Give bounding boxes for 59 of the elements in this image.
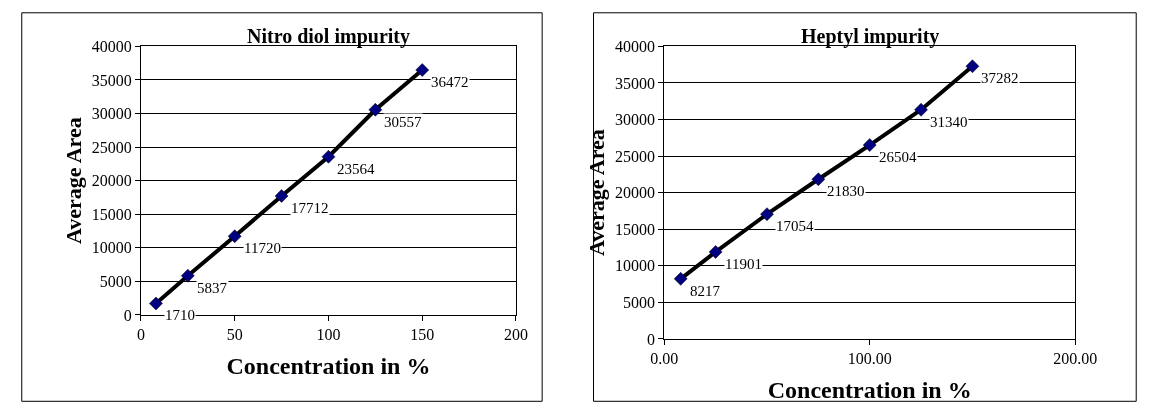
x-tick-label: 50 [226, 326, 243, 344]
data-label: 21830 [827, 183, 865, 199]
x-tick-label: 150 [410, 326, 435, 344]
point [181, 269, 195, 283]
x-axis-title: Concentration in % [226, 353, 431, 380]
data-label: 30557 [384, 114, 422, 130]
point [415, 63, 429, 77]
y-tick-label: 35000 [91, 71, 132, 89]
data-label: 8217 [690, 283, 721, 299]
data-label: 5837 [197, 280, 228, 296]
data-label: 11901 [725, 256, 762, 272]
x-tick-label: 200 [503, 326, 528, 344]
y-tick-label: 35000 [615, 74, 656, 92]
x-tick-label: 0.00 [650, 350, 679, 368]
data-label: 31340 [930, 114, 968, 130]
data-label: 37282 [981, 70, 1019, 86]
x-axis-title: Concentration in % [767, 377, 972, 404]
y-tick-label: 0 [123, 306, 132, 324]
y-axis-title: Average Area [583, 129, 609, 257]
data-label: 23564 [337, 161, 375, 177]
y-tick-label: 25000 [615, 147, 656, 165]
y-tick-label: 15000 [91, 205, 132, 223]
y-tick-label: 30000 [91, 105, 132, 123]
y-tick-label: 5000 [99, 272, 132, 290]
point [149, 296, 163, 311]
data-label: 1710 [165, 307, 195, 323]
data-label: 36472 [431, 74, 469, 90]
point [274, 189, 289, 203]
data-label: 11720 [244, 240, 281, 256]
point [760, 207, 774, 221]
y-tick-label: 40000 [91, 37, 132, 55]
point [811, 172, 826, 187]
point [914, 102, 928, 117]
x-tick-label: 200.00 [1053, 350, 1098, 368]
data-label: 26504 [879, 149, 917, 165]
data-label: 17054 [776, 218, 814, 234]
x-tick-label: 100 [316, 326, 341, 344]
y-tick-label: 10000 [615, 257, 656, 275]
y-tick-label: 20000 [615, 184, 656, 202]
point [965, 59, 980, 73]
y-tick-label: 40000 [615, 37, 656, 55]
chart-title: Nitro diol impurity [247, 25, 410, 48]
y-tick-label: 30000 [615, 111, 656, 129]
y-tick-label: 25000 [91, 138, 132, 156]
x-tick-label: 100.00 [847, 350, 892, 368]
point [321, 149, 336, 164]
y-axis-title: Average Area [60, 117, 86, 245]
point [862, 138, 877, 152]
point [227, 229, 242, 244]
point [368, 103, 383, 117]
chart-title: Heptyl impurity [801, 25, 940, 48]
y-tick-label: 15000 [615, 220, 656, 238]
data-label: 17712 [291, 200, 329, 216]
x-tick-label: 0 [136, 326, 145, 344]
y-tick-label: 10000 [91, 239, 132, 257]
point [673, 272, 688, 286]
y-tick-label: 5000 [623, 293, 656, 311]
y-tick-label: 20000 [91, 172, 132, 190]
point [708, 245, 723, 259]
